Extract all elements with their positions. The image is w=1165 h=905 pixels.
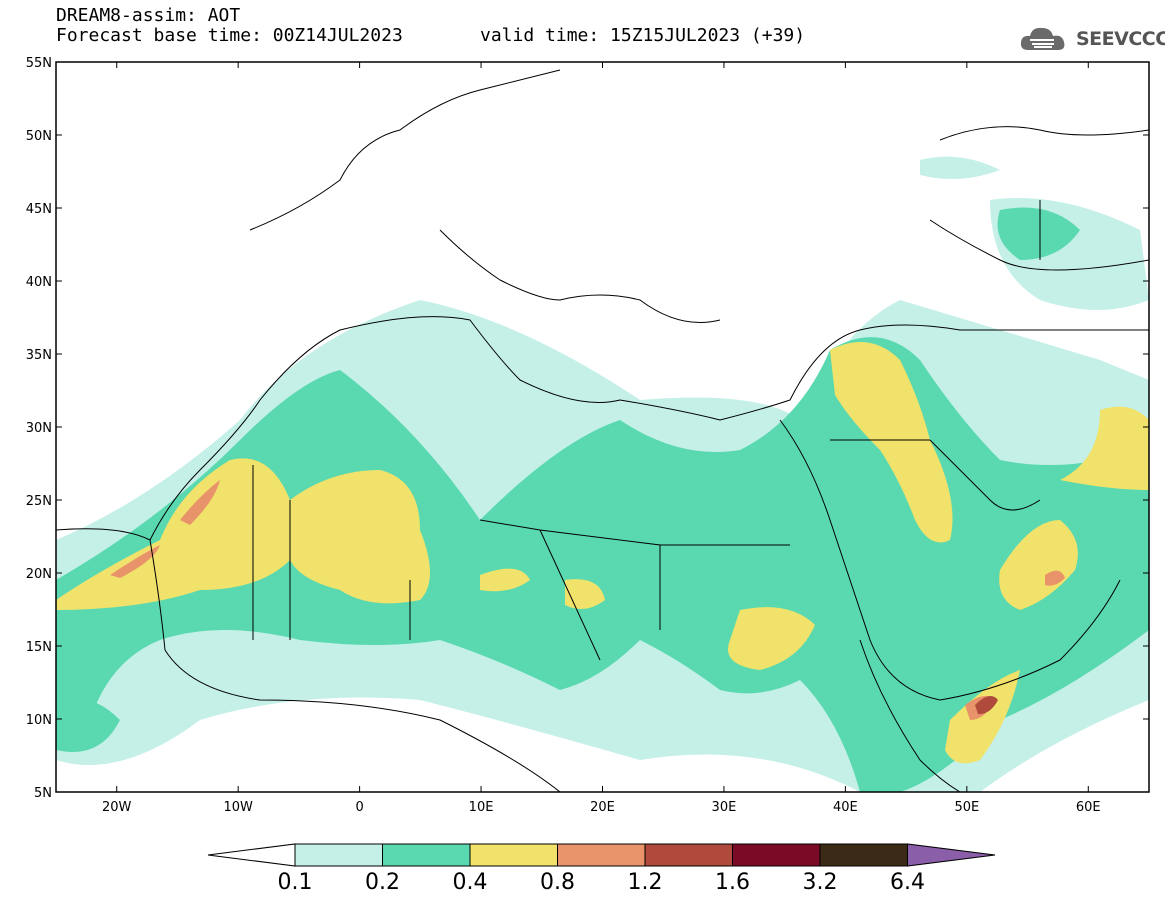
lon-label: 30E (712, 800, 737, 815)
lat-label: 50N (26, 129, 52, 144)
colorbar-label: 1.2 (627, 870, 663, 895)
lat-label: 10N (26, 713, 52, 728)
longitude-axis: 20W 10W 0 10E 20E 30E 40E 50E 60E (102, 62, 1101, 815)
lat-label: 15N (26, 640, 52, 655)
cloud-icon (1020, 27, 1065, 50)
lon-label: 20W (102, 800, 132, 815)
lon-label: 10W (223, 800, 253, 815)
aot-fields (56, 156, 1149, 792)
lon-label: 0 (355, 800, 363, 815)
colorbar-label: 0.2 (365, 870, 400, 895)
lon-label: 20E (590, 800, 615, 815)
forecast-base-time: Forecast base time: 00Z14JUL2023 (56, 25, 403, 46)
latitude-axis: 55N 50N 45N 40N 35N 30N 25N 20N 15N 10N 5N (26, 56, 1149, 801)
colorbar-label: 0.1 (277, 870, 313, 895)
colorbar-label: 1.6 (715, 870, 750, 895)
lat-label: 35N (26, 348, 52, 363)
map-title: DREAM8-assim: AOT (56, 5, 241, 26)
lat-label: 55N (26, 56, 52, 71)
coastlines (56, 69, 1149, 792)
colorbar-label: 6.4 (890, 870, 925, 895)
lat-label: 20N (26, 567, 52, 582)
lat-label: 25N (26, 494, 52, 509)
lon-label: 10E (469, 800, 494, 815)
lon-label: 40E (833, 800, 858, 815)
lat-label: 5N (34, 786, 52, 801)
valid-time: valid time: 15Z15JUL2023 (+39) (480, 25, 806, 46)
lon-label: 50E (954, 800, 979, 815)
lat-label: 40N (26, 275, 52, 290)
lat-label: 45N (26, 202, 52, 217)
lon-label: 60E (1076, 800, 1101, 815)
seevccc-logo: SEEVCCC (1018, 22, 1165, 56)
colorbar-label: 0.4 (452, 870, 488, 895)
colorbar-label: 0.8 (540, 870, 575, 895)
colorbar-label: 3.2 (802, 870, 838, 895)
lat-label: 30N (26, 421, 52, 436)
logo-text: SEEVCCC (1076, 28, 1165, 50)
